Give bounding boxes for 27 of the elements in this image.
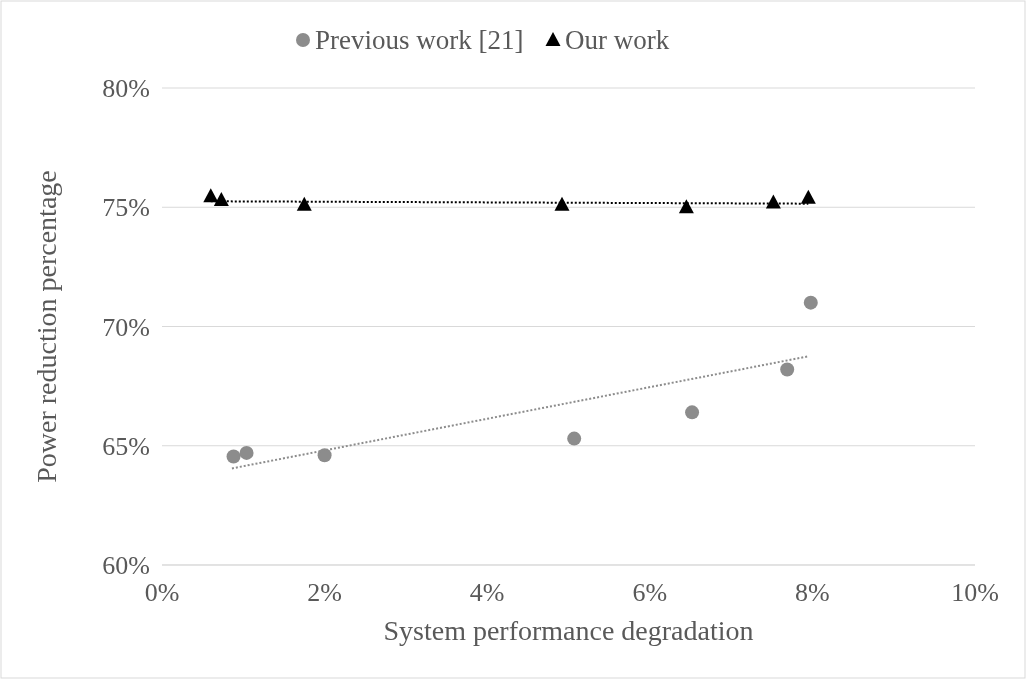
point bbox=[239, 445, 254, 460]
x-tick-label: 6% bbox=[632, 578, 668, 607]
x-tick-label: 8% bbox=[795, 578, 830, 607]
point bbox=[213, 192, 229, 207]
point bbox=[800, 189, 816, 204]
y-tick-label: 75% bbox=[102, 193, 150, 223]
legend-label: Previous work [21] bbox=[315, 25, 524, 55]
point bbox=[317, 448, 332, 463]
point bbox=[803, 295, 818, 310]
point bbox=[685, 405, 700, 420]
x-tick-label: 0% bbox=[144, 578, 180, 607]
point bbox=[296, 196, 312, 211]
point bbox=[567, 431, 582, 446]
x-tick-label: 10% bbox=[951, 578, 999, 607]
point bbox=[780, 362, 795, 377]
y-tick-label: 80% bbox=[102, 74, 150, 103]
x-tick-label: 2% bbox=[307, 578, 342, 607]
y-tick-label: 70% bbox=[102, 312, 150, 342]
point bbox=[678, 199, 694, 214]
x-tick-label: 4% bbox=[469, 578, 505, 607]
x-axis-title: System performance degradation bbox=[383, 615, 754, 646]
point bbox=[226, 449, 241, 464]
y-axis-title: Power reduction percentage bbox=[31, 170, 62, 483]
y-tick-label: 65% bbox=[102, 431, 150, 461]
point bbox=[554, 196, 570, 211]
y-tick-label: 60% bbox=[102, 551, 150, 580]
legend-label: Our work bbox=[565, 25, 670, 55]
